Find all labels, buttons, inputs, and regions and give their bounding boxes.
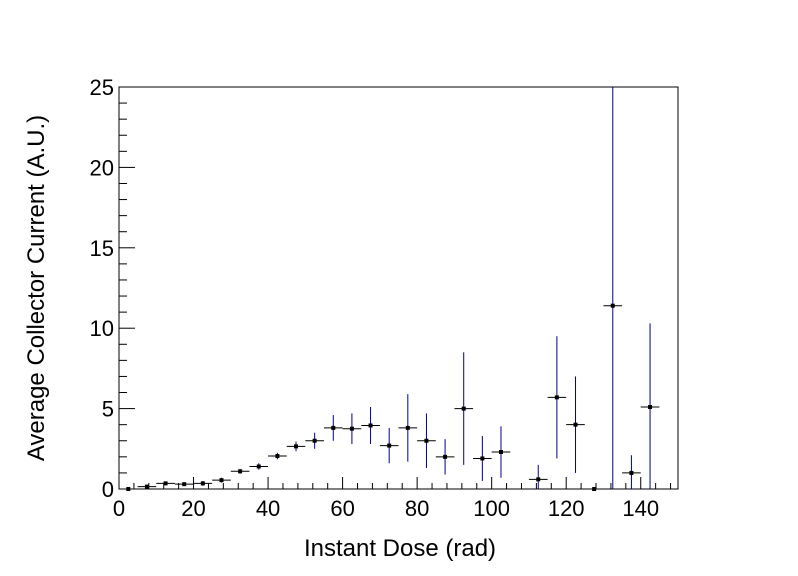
data-point xyxy=(119,487,138,491)
y-axis-tick-labels: 0 5 10 15 20 25 xyxy=(90,75,114,502)
point-marker xyxy=(163,481,168,486)
point-marker xyxy=(424,438,429,443)
data-point xyxy=(603,87,623,489)
point-marker xyxy=(536,477,541,482)
y-tick-label: 10 xyxy=(90,316,114,341)
point-marker xyxy=(554,395,559,400)
y-axis-title: Average Collector Current (A.U.) xyxy=(23,115,50,461)
x-axis-title: Instant Dose (rad) xyxy=(304,535,496,562)
y-tick-label: 15 xyxy=(90,236,114,261)
point-marker xyxy=(238,469,243,474)
data-point xyxy=(286,441,306,452)
data-point xyxy=(640,323,660,489)
point-marker xyxy=(256,464,261,469)
point-marker xyxy=(219,478,224,483)
x-tick-label: 140 xyxy=(622,496,659,521)
x-axis-tick-labels: 0 20 40 60 80 100 120 140 xyxy=(113,496,659,521)
data-point xyxy=(212,477,231,483)
x-axis-ticks xyxy=(118,477,672,489)
point-marker xyxy=(368,423,373,428)
data-point xyxy=(584,487,604,491)
data-point xyxy=(622,455,641,489)
point-marker xyxy=(294,444,299,449)
x-tick-label: 40 xyxy=(256,496,280,521)
point-marker xyxy=(387,443,392,448)
data-point xyxy=(398,394,418,462)
point-marker xyxy=(144,484,149,489)
point-marker xyxy=(312,438,317,443)
y-tick-label: 25 xyxy=(90,75,114,100)
data-point xyxy=(454,352,474,465)
point-marker xyxy=(349,426,354,431)
x-tick-label: 100 xyxy=(473,496,510,521)
y-tick-label: 5 xyxy=(102,397,114,422)
point-marker xyxy=(592,487,597,491)
data-point xyxy=(547,336,567,459)
data-point xyxy=(566,376,585,473)
point-marker xyxy=(275,454,280,459)
data-point xyxy=(528,464,548,489)
plot-frame xyxy=(118,86,679,490)
point-marker xyxy=(405,425,410,430)
data-point xyxy=(268,452,287,460)
point-marker xyxy=(200,481,205,486)
point-marker xyxy=(610,303,615,308)
point-marker xyxy=(480,456,485,461)
data-point xyxy=(491,426,511,478)
point-marker xyxy=(629,470,634,475)
point-marker xyxy=(182,482,187,487)
data-point xyxy=(230,468,250,474)
x-tick-label: 120 xyxy=(548,496,585,521)
point-marker xyxy=(648,404,653,409)
y-tick-label: 0 xyxy=(102,477,114,502)
data-point xyxy=(342,413,362,444)
data-point xyxy=(174,482,194,487)
data-point xyxy=(473,435,492,481)
x-tick-label: 60 xyxy=(330,496,354,521)
data-point xyxy=(379,427,399,464)
x-tick-label: 0 xyxy=(113,496,125,521)
data-point xyxy=(249,463,269,470)
point-marker xyxy=(573,422,578,427)
data-series xyxy=(119,87,660,491)
point-marker xyxy=(126,487,131,491)
point-marker xyxy=(498,450,503,455)
y-axis-ticks xyxy=(119,86,135,490)
data-point xyxy=(435,439,455,475)
point-marker xyxy=(443,454,448,459)
y-tick-label: 20 xyxy=(90,155,114,180)
data-point xyxy=(156,481,175,486)
data-point xyxy=(417,413,436,469)
data-point xyxy=(193,480,213,486)
point-marker xyxy=(331,425,336,430)
x-tick-label: 80 xyxy=(405,496,429,521)
point-marker xyxy=(461,406,466,411)
data-point xyxy=(361,406,380,444)
data-point xyxy=(323,415,343,441)
x-tick-label: 20 xyxy=(181,496,205,521)
data-point xyxy=(137,484,157,489)
data-point xyxy=(305,432,324,449)
